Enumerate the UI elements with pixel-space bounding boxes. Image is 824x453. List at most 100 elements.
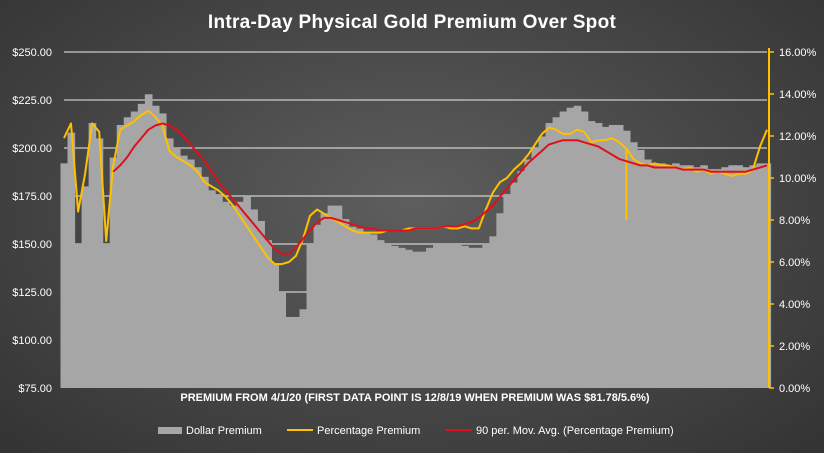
right-tick-label: 0.00% (779, 383, 810, 395)
dollar-premium-bar (109, 157, 118, 388)
dollar-premium-bar (658, 163, 666, 388)
dollar-premium-bar (552, 117, 561, 388)
dollar-premium-bar (482, 244, 490, 388)
dollar-premium-bar (60, 163, 69, 388)
left-axis-ticks: $250.00 $225.00 $200.00 $175.00 $150.00 $125.… (12, 47, 52, 395)
dollar-premium-bar (313, 224, 322, 388)
left-tick-label: $250.00 (12, 47, 52, 59)
dollar-premium-bar (172, 148, 181, 388)
dollar-premium-bar (81, 186, 90, 388)
dollar-premium-bar (714, 169, 722, 388)
dollar-premium-bar (433, 244, 441, 388)
dollar-premium-bar (285, 316, 294, 388)
dollar-premium-bar (327, 205, 336, 388)
dollar-premium-bar (390, 245, 399, 388)
right-axis-ticks: 16.00% 14.00% 12.00% 10.00% 8.00% 6.00% 4.00% 2… (769, 47, 817, 395)
dollar-premium-bar (468, 247, 476, 388)
dollar-premium-bar (440, 244, 448, 388)
dollar-premium-bar (454, 244, 462, 388)
dollar-premium-bar (566, 107, 575, 389)
dollar-premium-bar (735, 165, 743, 388)
dollar-premium-bar (292, 316, 301, 388)
dollar-premium-bar (531, 148, 540, 388)
dollar-premium-bar (130, 111, 139, 389)
right-tick-label: 14.00% (779, 89, 817, 101)
dollar-premium-bar (123, 117, 132, 388)
dollar-premium-bar (144, 94, 153, 389)
legend: Dollar Premium Percentage Premium 90 per. … (158, 425, 674, 437)
dollar-premium-bar (201, 176, 209, 388)
dollar-premium-bar (636, 149, 645, 388)
dollar-premium-bar (222, 201, 230, 388)
dollar-premium-area (60, 94, 772, 389)
dollar-premium-bar (580, 111, 589, 389)
dollar-premium-bar (643, 159, 652, 388)
dollar-premium-bar (559, 111, 568, 389)
dollar-premium-bar (461, 245, 469, 388)
dollar-premium-bar (538, 136, 547, 388)
dollar-premium-bar (679, 165, 687, 388)
dollar-premium-bar (369, 234, 378, 388)
dollar-premium-bar (165, 138, 174, 388)
legend-swatch-dollar (158, 427, 182, 434)
dollar-premium-bar (510, 182, 519, 388)
left-tick-label: $125.00 (12, 287, 52, 299)
right-tick-label: 10.00% (779, 173, 817, 185)
legend-label-percent: Percentage Premium (317, 425, 420, 437)
dollar-premium-bar (67, 132, 76, 388)
dollar-premium-bar (545, 123, 554, 388)
left-tick-label: $100.00 (12, 335, 52, 347)
dollar-premium-bar (151, 105, 160, 388)
dollar-premium-bar (243, 196, 251, 388)
x-axis-label: PREMIUM FROM 4/1/20 (FIRST DATA POINT IS… (180, 392, 650, 404)
dollar-premium-bar (594, 123, 603, 388)
dollar-premium-bar (742, 167, 751, 388)
dollar-premium-bar (250, 209, 258, 388)
dollar-premium-bar (102, 244, 111, 388)
dollar-premium-bar (158, 113, 167, 388)
dollar-premium-bar (208, 190, 216, 388)
chart-title: Intra-Day Physical Gold Premium Over Spo… (208, 12, 617, 33)
dollar-premium-bar (236, 201, 244, 388)
dollar-premium-bar (707, 169, 715, 388)
dollar-premium-bar (348, 226, 357, 388)
dollar-premium-bar (88, 123, 97, 388)
dollar-premium-bar (489, 236, 497, 388)
dollar-premium-bar (721, 167, 729, 388)
right-tick-label: 2.00% (779, 341, 810, 353)
dollar-premium-bar (74, 244, 83, 388)
dollar-premium-bar (601, 126, 610, 388)
right-tick-label: 4.00% (779, 299, 810, 311)
dollar-premium-bar (622, 130, 631, 388)
dollar-premium-bar (629, 142, 638, 388)
dollar-premium-bar (517, 171, 526, 388)
dollar-premium-bar (615, 124, 624, 389)
dollar-premium-bar (756, 163, 765, 388)
dollar-premium-bar (278, 292, 287, 388)
dollar-premium-bar (608, 124, 617, 389)
line-layer (63, 109, 768, 266)
dollar-premium-bar (419, 251, 427, 388)
dollar-premium-bar (411, 251, 420, 388)
dollar-premium-bar (447, 244, 455, 388)
dollar-premium-bar (137, 103, 146, 388)
dollar-premium-bar (187, 159, 195, 388)
left-tick-label: $75.00 (18, 383, 52, 395)
dollar-premium-bar (763, 163, 772, 388)
dollar-premium-bar (341, 219, 350, 388)
right-tick-label: 8.00% (779, 215, 810, 227)
dollar-premium-bar (95, 138, 104, 388)
right-tick-label: 6.00% (779, 257, 810, 269)
left-tick-label: $200.00 (12, 143, 52, 155)
dollar-premium-bar (194, 167, 202, 388)
dollar-premium-bar (264, 240, 272, 388)
dollar-premium-bar (693, 167, 701, 388)
dollar-premium-bar (728, 165, 736, 388)
left-tick-label: $150.00 (12, 239, 52, 251)
left-tick-label: $225.00 (12, 95, 52, 107)
dollar-premium-bar (496, 213, 504, 388)
right-tick-label: 12.00% (779, 131, 817, 143)
dollar-premium-bar (404, 249, 413, 388)
